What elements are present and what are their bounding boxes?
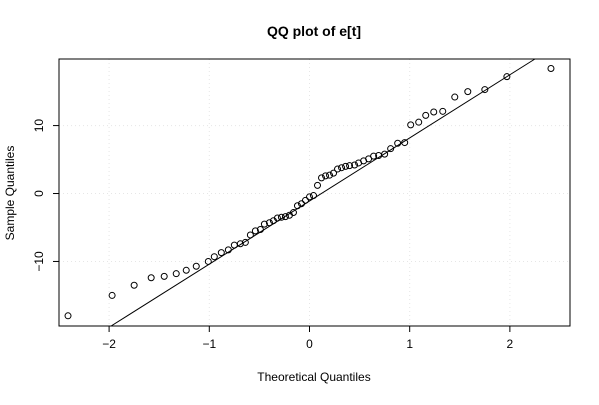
data-point-58 xyxy=(503,73,511,81)
data-point-15 xyxy=(246,231,254,239)
data-point-34 xyxy=(326,171,334,179)
data-point-17 xyxy=(256,226,264,234)
data-point-14 xyxy=(241,238,249,246)
data-point-36 xyxy=(334,165,342,173)
data-point-57 xyxy=(481,86,489,94)
data-point-54 xyxy=(439,107,447,115)
data-point-1 xyxy=(108,291,116,299)
data-point-50 xyxy=(407,121,415,129)
data-point-26 xyxy=(293,202,301,210)
data-point-52 xyxy=(422,111,430,119)
data-point-11 xyxy=(224,246,232,254)
y-tick-label: −10 xyxy=(32,251,46,272)
y-tick-label: 10 xyxy=(32,119,46,133)
x-tick-label: 0 xyxy=(306,337,313,351)
data-point-39 xyxy=(346,162,354,170)
data-point-48 xyxy=(394,139,402,147)
points-layer xyxy=(64,65,555,320)
x-tick-label: −1 xyxy=(202,337,216,351)
data-point-37 xyxy=(338,164,346,172)
data-point-30 xyxy=(309,192,317,200)
data-point-35 xyxy=(330,169,338,177)
data-point-28 xyxy=(301,196,309,204)
data-point-51 xyxy=(415,118,423,126)
x-tick-label: −2 xyxy=(102,337,116,351)
data-point-55 xyxy=(451,93,459,101)
data-point-33 xyxy=(322,172,330,180)
data-point-2 xyxy=(130,281,138,289)
data-point-49 xyxy=(401,139,409,147)
data-point-31 xyxy=(314,181,322,189)
data-point-3 xyxy=(147,274,155,282)
data-point-47 xyxy=(387,145,395,153)
data-point-56 xyxy=(464,88,472,96)
data-point-8 xyxy=(204,257,212,265)
data-point-29 xyxy=(305,193,313,201)
x-tick-label: 1 xyxy=(406,337,413,351)
data-point-38 xyxy=(342,162,350,170)
plot-frame xyxy=(58,58,571,327)
data-point-12 xyxy=(230,241,238,249)
data-point-21 xyxy=(273,214,281,222)
data-point-0 xyxy=(64,312,72,320)
data-point-23 xyxy=(281,213,289,221)
qq-reference-line xyxy=(110,58,536,327)
data-point-16 xyxy=(251,227,259,235)
data-point-59 xyxy=(547,65,555,73)
data-point-40 xyxy=(351,161,359,169)
data-point-5 xyxy=(172,270,180,278)
chart-title: QQ plot of e[t] xyxy=(267,23,361,39)
y-axis-label: Sample Quantiles xyxy=(3,146,17,241)
x-axis-label: Theoretical Quantiles xyxy=(257,370,370,384)
x-axis: −2 −1 0 1 2 xyxy=(102,326,514,351)
x-tick-label: 2 xyxy=(507,337,514,351)
data-point-25 xyxy=(289,209,297,217)
grid-layer xyxy=(59,59,570,326)
y-tick-label: 0 xyxy=(32,190,46,197)
data-point-4 xyxy=(160,272,168,280)
data-point-13 xyxy=(236,240,244,248)
data-point-9 xyxy=(210,253,218,261)
data-point-22 xyxy=(277,213,285,221)
data-point-19 xyxy=(265,219,273,227)
data-point-10 xyxy=(217,249,225,257)
data-point-44 xyxy=(370,152,378,160)
data-point-6 xyxy=(182,266,190,274)
data-point-53 xyxy=(430,108,438,116)
data-point-32 xyxy=(318,174,326,182)
data-point-27 xyxy=(297,200,305,208)
data-point-18 xyxy=(260,220,268,228)
data-point-7 xyxy=(192,262,200,270)
reference-line-layer xyxy=(110,58,536,327)
data-point-46 xyxy=(381,150,389,158)
y-axis: −10 0 10 xyxy=(32,119,59,272)
